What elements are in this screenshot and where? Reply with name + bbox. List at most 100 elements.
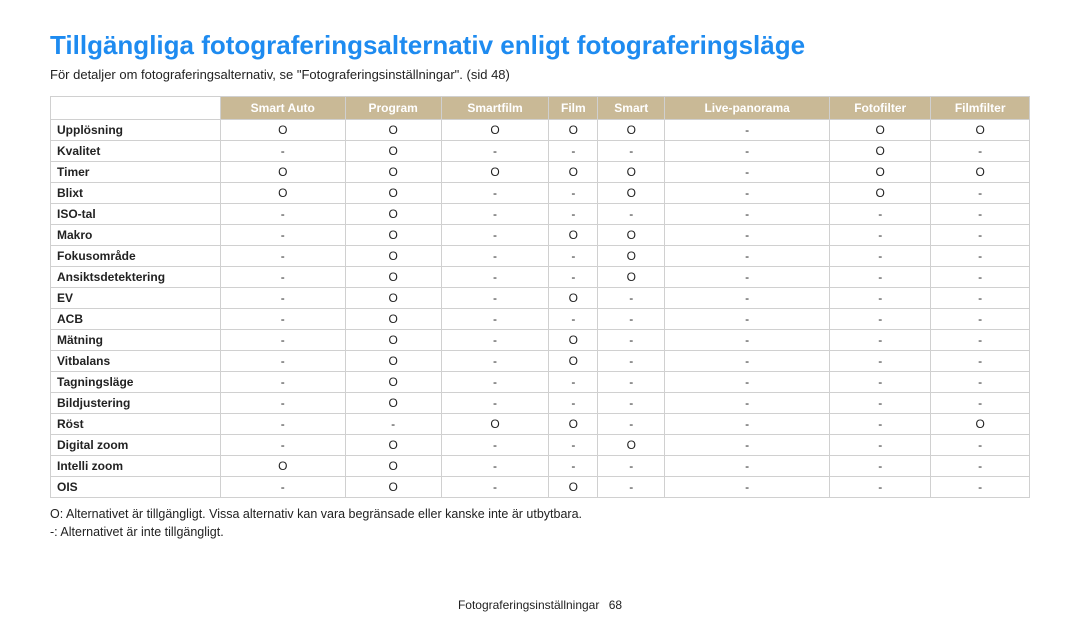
cell-value: O [549,162,598,183]
cell-value: - [665,393,830,414]
cell-value: O [221,120,346,141]
cell-value: - [441,141,549,162]
cell-value: - [441,204,549,225]
cell-value: - [931,330,1030,351]
cell-value: - [830,477,931,498]
row-label: Blixt [51,183,221,204]
cell-value: - [221,225,346,246]
cell-value: - [830,351,931,372]
cell-value: - [665,225,830,246]
column-header: Smart [598,97,665,120]
cell-value: - [665,456,830,477]
cell-value: - [221,204,346,225]
cell-value: - [549,141,598,162]
row-label: EV [51,288,221,309]
cell-value: - [665,435,830,456]
cell-value: - [830,309,931,330]
cell-value: - [549,204,598,225]
cell-value: O [345,162,441,183]
cell-value: - [441,183,549,204]
cell-value: O [345,204,441,225]
cell-value: - [549,183,598,204]
cell-value: - [665,351,830,372]
cell-value: O [441,414,549,435]
cell-value: - [441,351,549,372]
cell-value: - [598,393,665,414]
cell-value: - [441,309,549,330]
table-notes: O: Alternativet är tillgängligt. Vissa a… [50,506,1030,541]
column-header: Program [345,97,441,120]
cell-value: - [830,267,931,288]
cell-value: O [345,435,441,456]
cell-value: O [598,435,665,456]
cell-value: - [830,393,931,414]
cell-value: O [830,183,931,204]
cell-value: - [441,435,549,456]
table-row: Makro-O-OO--- [51,225,1030,246]
cell-value: - [665,246,830,267]
cell-value: O [549,477,598,498]
table-row: Vitbalans-O-O---- [51,351,1030,372]
cell-value: - [830,225,931,246]
row-label: Upplösning [51,120,221,141]
row-label: ISO-tal [51,204,221,225]
cell-value: O [441,120,549,141]
cell-value: - [665,120,830,141]
cell-value: - [665,330,830,351]
cell-value: - [830,372,931,393]
cell-value: O [549,351,598,372]
cell-value: - [830,435,931,456]
cell-value: - [345,414,441,435]
cell-value: O [598,183,665,204]
column-header: Smart Auto [221,97,346,120]
cell-value: - [665,267,830,288]
row-label: Röst [51,414,221,435]
cell-value: - [221,267,346,288]
cell-value: O [830,141,931,162]
cell-value: - [830,414,931,435]
cell-value: - [665,372,830,393]
row-label: Mätning [51,330,221,351]
cell-value: - [931,456,1030,477]
table-row: ACB-O------ [51,309,1030,330]
cell-value: - [931,267,1030,288]
note-available: O: Alternativet är tillgängligt. Vissa a… [50,506,1030,524]
table-row: UpplösningOOOOO-OO [51,120,1030,141]
column-header: Smartfilm [441,97,549,120]
cell-value: - [931,225,1030,246]
cell-value: - [931,435,1030,456]
footer-page-number: 68 [609,598,622,612]
table-row: Röst--OO---O [51,414,1030,435]
cell-value: - [830,456,931,477]
header-spacer [51,97,221,120]
cell-value: - [665,309,830,330]
options-table: Smart AutoProgramSmartfilmFilmSmartLive-… [50,96,1030,498]
cell-value: - [830,330,931,351]
cell-value: - [441,267,549,288]
cell-value: - [931,372,1030,393]
cell-value: O [345,351,441,372]
cell-value: - [221,477,346,498]
table-row: BlixtOO--O-O- [51,183,1030,204]
cell-value: - [665,288,830,309]
cell-value: - [598,330,665,351]
cell-value: O [598,267,665,288]
cell-value: O [549,225,598,246]
cell-value: O [345,330,441,351]
cell-value: O [221,162,346,183]
cell-value: O [830,162,931,183]
cell-value: - [549,267,598,288]
table-row: Ansiktsdetektering-O--O--- [51,267,1030,288]
cell-value: O [931,120,1030,141]
cell-value: O [598,225,665,246]
table-row: TimerOOOOO-OO [51,162,1030,183]
cell-value: O [931,414,1030,435]
cell-value: - [221,435,346,456]
cell-value: - [598,456,665,477]
cell-value: O [345,225,441,246]
table-row: Bildjustering-O------ [51,393,1030,414]
footer-section: Fotograferingsinställningar [458,598,599,612]
cell-value: - [221,309,346,330]
cell-value: - [598,204,665,225]
cell-value: - [549,393,598,414]
